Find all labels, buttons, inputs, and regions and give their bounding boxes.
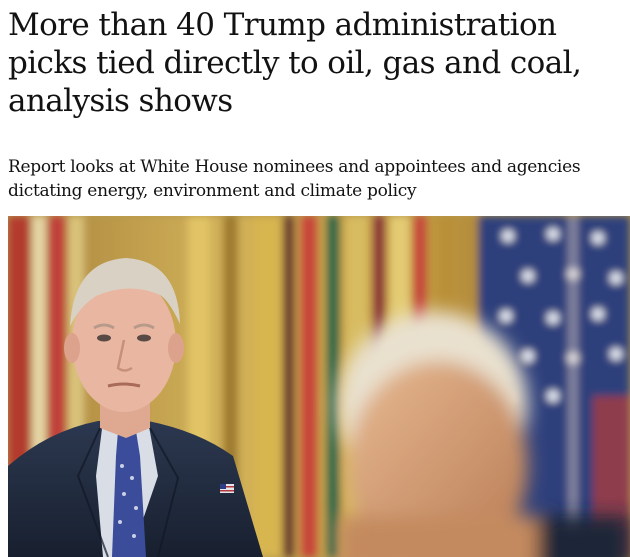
headline: More than 40 Trump administration picks … <box>8 7 582 119</box>
article-photo <box>8 216 630 557</box>
standfirst: Report looks at White House nominees and… <box>8 157 581 201</box>
article-photo-image <box>8 216 630 557</box>
